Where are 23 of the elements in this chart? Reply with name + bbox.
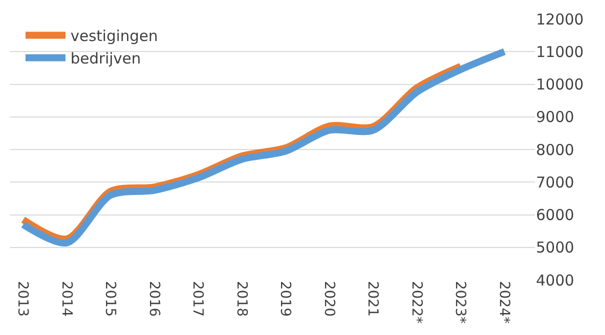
x-tick-label: 2016: [146, 281, 162, 317]
y-tick-label: 10000: [536, 76, 584, 94]
y-tick-label: 6000: [536, 206, 574, 224]
y-tick-label: 4000: [536, 271, 574, 290]
x-tick-label: 2022*: [408, 281, 424, 324]
y-tick-label: 11000: [536, 42, 584, 61]
x-tick-label: 2020: [320, 281, 337, 317]
x-tick-label: 2024*: [496, 281, 512, 324]
x-tick-label: 2014: [58, 281, 74, 317]
x-tick-label: 2015: [102, 281, 118, 317]
x-tick-label: 2023*: [452, 281, 468, 324]
y-tick-label: 7000: [536, 173, 574, 192]
x-tick-label: 2013: [14, 281, 31, 317]
y-tick-label: 12000: [536, 10, 584, 28]
x-tick-label: 2017: [190, 281, 206, 317]
y-tick-label: 8000: [536, 140, 574, 159]
legend-label: vestigingen: [70, 27, 158, 46]
x-tick-label: 2019: [277, 281, 294, 317]
x-tick-label: 2018: [233, 281, 250, 317]
y-tick-label: 5000: [536, 238, 574, 257]
legend-label: bedrijven: [70, 50, 141, 68]
x-tick-label: 2021: [364, 281, 381, 317]
y-tick-label: 9000: [536, 108, 574, 126]
